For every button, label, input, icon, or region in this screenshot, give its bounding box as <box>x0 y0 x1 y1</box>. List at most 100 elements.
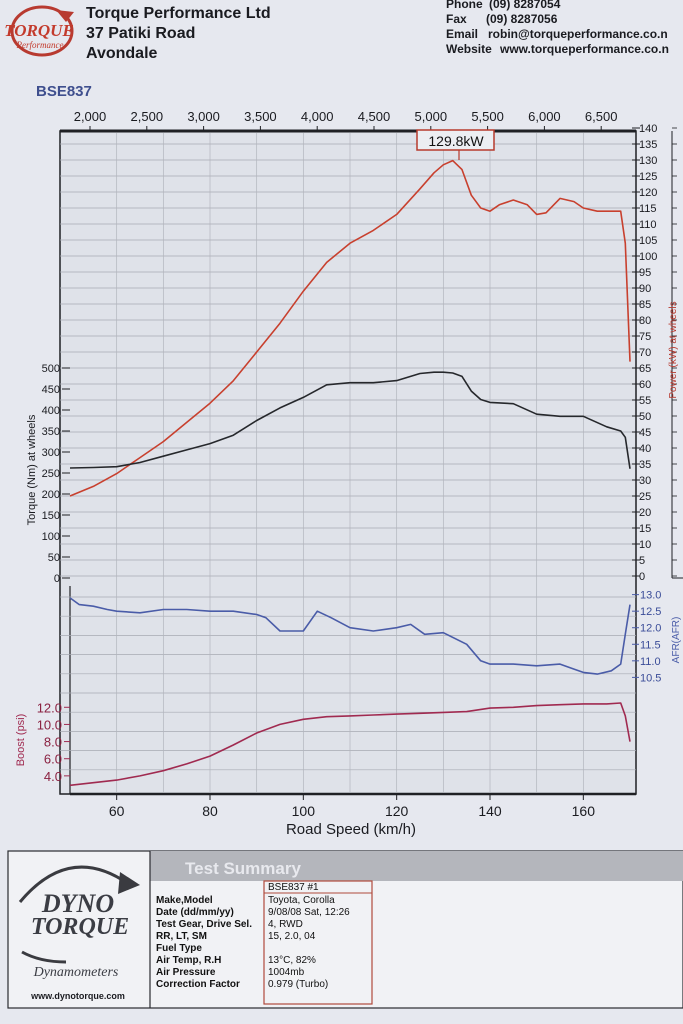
logo-text-torque: TORQUE <box>4 21 74 40</box>
power-axis-title: Power (kW) at wheels <box>668 301 679 398</box>
summary-row-key: Correction Factor <box>156 979 240 990</box>
summary-row-value: 13°C, 82% <box>268 955 316 966</box>
torque-tick-label: 400 <box>42 405 60 417</box>
afr-tick-label: 10.5 <box>640 672 661 684</box>
power-tick-label: 0 <box>639 571 645 583</box>
summary-row-key: Make,Model <box>156 895 213 906</box>
rpm-tick-label: 6,500 <box>585 109 618 124</box>
power-tick-label: 120 <box>639 187 657 199</box>
peak-power-label: 129.8kW <box>428 133 484 149</box>
company-name: Torque Performance Ltd <box>86 5 271 22</box>
x-tick-label: 80 <box>202 803 218 819</box>
rpm-tick-label: 4,500 <box>358 109 391 124</box>
vehicle-id: BSE837 <box>36 83 92 100</box>
rpm-tick-label: 2,500 <box>131 109 164 124</box>
rpm-tick-label: 4,000 <box>301 109 334 124</box>
summary-row-value: 9/08/08 Sat, 12:26 <box>268 907 350 918</box>
chart-series <box>69 159 631 787</box>
x-tick-label: 100 <box>292 803 316 819</box>
dynotorque-logo: DYNO TORQUE Dynamometers <box>18 865 140 980</box>
power-tick-label: 40 <box>639 443 651 455</box>
website-value: www.torqueperformance.co.n <box>499 42 669 56</box>
power-tick-label: 20 <box>639 507 651 519</box>
summary-title: Test Summary <box>185 859 301 878</box>
power-tick-label: 85 <box>639 299 651 311</box>
summary-row-key: Test Gear, Drive Sel. <box>156 919 252 930</box>
summary-row-key: RR, LT, SM <box>156 931 207 942</box>
x-tick-label: 60 <box>109 803 125 819</box>
email-value: robin@torqueperformance.co.n <box>488 27 668 41</box>
torque-tick-label: 100 <box>42 531 60 543</box>
power-tick-label: 90 <box>639 283 651 295</box>
torque-tick-label: 0 <box>54 573 60 585</box>
summary-row-key: Air Temp, R.H <box>156 955 221 966</box>
x-tick-label: 140 <box>478 803 502 819</box>
x-axis-title: Road Speed (km/h) <box>286 821 416 838</box>
boost-tick-label: 10.0 <box>37 717 62 732</box>
afr-tick-label: 12.0 <box>640 623 661 635</box>
power-tick-label: 110 <box>639 219 657 231</box>
summary-row-value: 15, 2.0, 04 <box>268 931 316 942</box>
summary-row-key: Air Pressure <box>156 967 216 978</box>
power-tick-label: 10 <box>639 539 651 551</box>
dyno-logo-line1: DYNO <box>41 889 114 918</box>
summary-rows: Make,Model Toyota, Corolla Date (dd/mm/yy)… <box>156 895 350 990</box>
power-tick-label: 140 <box>639 123 657 135</box>
torque-tick-label: 250 <box>42 468 60 480</box>
power-tick-label: 70 <box>639 347 651 359</box>
power-tick-label: 60 <box>639 379 651 391</box>
torque-tick-label: 150 <box>42 510 60 522</box>
boost-tick-label: 8.0 <box>44 735 62 750</box>
boost-curve <box>69 702 631 787</box>
power-tick-label: 65 <box>639 363 651 375</box>
fax-value: (09) 8287056 <box>486 12 558 26</box>
dynotorque-website: www.dynotorque.com <box>30 991 125 1001</box>
email-label: Email <box>446 27 478 41</box>
power-tick-label: 125 <box>639 171 657 183</box>
torque-tick-label: 450 <box>42 384 60 396</box>
rpm-tick-label: 5,000 <box>415 109 448 124</box>
boost-tick-label: 6.0 <box>44 752 62 767</box>
power-tick-label: 50 <box>639 411 651 423</box>
summary-row-key: Date (dd/mm/yy) <box>156 907 234 918</box>
x-tick-label: 120 <box>385 803 409 819</box>
power-tick-label: 25 <box>639 491 651 503</box>
torque-performance-logo: TORQUE Performance <box>4 5 74 57</box>
afr-curve <box>69 597 631 675</box>
power-tick-label: 100 <box>639 251 657 263</box>
afr-tick-label: 13.0 <box>640 590 661 602</box>
boost-axis-title: Boost (psi) <box>15 714 27 767</box>
torque-curve <box>69 371 631 469</box>
x-tick-label: 160 <box>572 803 596 819</box>
summary-row-value: 1004mb <box>268 967 305 978</box>
power-curve <box>69 159 631 497</box>
rpm-tick-label: 3,500 <box>244 109 277 124</box>
summary-row-value: 0.979 (Turbo) <box>268 979 328 990</box>
power-tick-label: 80 <box>639 315 651 327</box>
peak-power-box <box>416 129 495 151</box>
power-tick-label: 55 <box>639 395 651 407</box>
torque-tick-label: 50 <box>48 552 60 564</box>
power-tick-label: 30 <box>639 475 651 487</box>
power-tick-label: 130 <box>639 155 657 167</box>
company-address-line1: 37 Patiki Road <box>86 25 195 42</box>
power-tick-label: 45 <box>639 427 651 439</box>
power-tick-label: 35 <box>639 459 651 471</box>
summary-row-value: Toyota, Corolla <box>268 895 335 906</box>
afr-axis-title: AFR(AFR) <box>671 617 682 664</box>
rpm-tick-label: 3,000 <box>187 109 220 124</box>
torque-tick-label: 350 <box>42 426 60 438</box>
boost-tick-label: 4.0 <box>44 769 62 784</box>
rpm-tick-label: 5,500 <box>471 109 504 124</box>
summary-values-box <box>263 880 373 1005</box>
power-tick-label: 75 <box>639 331 651 343</box>
summary-title-bar <box>150 851 683 881</box>
torque-axis-title: Torque (Nm) at wheels <box>26 414 38 525</box>
fax-label: Fax <box>446 12 467 26</box>
power-tick-label: 15 <box>639 523 651 535</box>
power-tick-label: 115 <box>639 203 657 215</box>
phone-value: (09) 8287054 <box>489 0 561 11</box>
rpm-tick-label: 2,000 <box>74 109 107 124</box>
